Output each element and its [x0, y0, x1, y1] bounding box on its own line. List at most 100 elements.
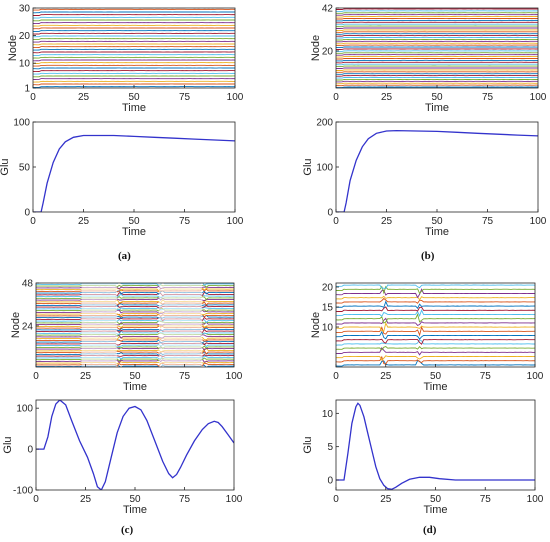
x-tick-label: 50 — [129, 371, 141, 382]
x-axis-label: Time — [123, 381, 147, 393]
node-trace — [33, 19, 235, 22]
node-trace — [336, 317, 535, 326]
node-trace — [336, 345, 535, 351]
glu-line — [36, 400, 234, 490]
node-trace — [33, 35, 235, 38]
y-tick-label: -100 — [13, 486, 33, 497]
node-trace — [33, 72, 235, 75]
node-trace — [336, 42, 538, 45]
b_glu-plot: 0 25 50 75 100 0 100 200 Time Glu — [302, 118, 547, 239]
node-trace — [336, 355, 535, 361]
x-axis-label: Time — [122, 102, 146, 114]
y-tick-label: 10 — [19, 59, 31, 70]
caption-a: (a) — [118, 250, 131, 262]
axes-frame — [335, 121, 539, 213]
node-trace — [336, 61, 538, 64]
axes-frame — [335, 399, 536, 491]
x-tick-label: 75 — [480, 371, 492, 382]
x-tick-label: 0 — [333, 371, 339, 382]
node-trace — [336, 82, 538, 85]
node-trace — [336, 17, 538, 20]
x-tick-label: 50 — [430, 371, 442, 382]
node-trace — [33, 30, 235, 32]
y-tick-label: 20 — [322, 46, 334, 57]
node-trace — [336, 23, 538, 26]
c_glu-series — [36, 400, 234, 490]
node-trace — [336, 80, 538, 83]
node-trace — [336, 56, 538, 58]
x-axis-label: Time — [425, 226, 449, 238]
node-trace — [336, 313, 535, 324]
node-trace — [336, 44, 538, 47]
x-tick-label: 100 — [527, 494, 544, 505]
y-axis-label: Node — [7, 35, 19, 61]
node-trace — [336, 295, 535, 301]
y-axis-label: Node — [10, 312, 22, 338]
x-tick-label: 75 — [179, 216, 191, 227]
node-trace — [336, 67, 538, 69]
a_node-plot: 0 25 50 75 100 1 10 20 30 Time Node — [7, 4, 244, 115]
x-tick-label: 25 — [78, 92, 90, 103]
node-trace — [33, 27, 235, 30]
b_node-series — [336, 8, 538, 88]
y-tick-label: 100 — [13, 118, 30, 129]
x-tick-label: 50 — [431, 216, 443, 227]
node-trace — [336, 19, 538, 22]
node-trace — [33, 38, 235, 40]
caption-d: (d) — [423, 524, 437, 536]
node-trace — [336, 71, 538, 73]
node-trace — [336, 69, 538, 71]
x-axis-label: Time — [423, 381, 447, 393]
node-trace — [33, 54, 235, 56]
node-trace — [33, 48, 235, 51]
transition-region — [158, 283, 203, 367]
node-trace — [336, 297, 535, 304]
node-trace — [336, 78, 538, 81]
x-tick-label: 100 — [527, 371, 544, 382]
node-trace — [36, 283, 234, 286]
y-tick-label: 5 — [327, 442, 333, 453]
node-trace — [336, 21, 538, 24]
x-tick-label: 0 — [30, 92, 36, 103]
y-tick-label: 10 — [322, 323, 334, 334]
x-tick-label: 25 — [380, 371, 392, 382]
node-trace — [336, 300, 535, 309]
x-tick-label: 25 — [381, 216, 393, 227]
x-tick-label: 50 — [128, 216, 140, 227]
node-trace — [336, 77, 538, 79]
y-axis-label: Node — [310, 35, 322, 61]
x-tick-label: 50 — [129, 494, 141, 505]
node-trace — [36, 285, 234, 290]
node-trace — [33, 22, 235, 24]
a_glu-series — [33, 134, 235, 212]
node-trace — [33, 59, 235, 62]
caption-b: (b) — [421, 250, 435, 262]
glu-line — [336, 129, 538, 212]
x-tick-label: 75 — [179, 494, 191, 505]
x-tick-label: 100 — [226, 371, 243, 382]
axes-frame — [32, 121, 236, 213]
y-axis-label: Glu — [302, 436, 314, 453]
node-trace — [336, 355, 535, 365]
node-trace — [336, 31, 538, 33]
node-trace — [336, 59, 538, 62]
node-trace — [336, 306, 535, 313]
node-trace — [33, 14, 235, 16]
node-trace — [336, 330, 535, 340]
glu-line — [336, 402, 535, 490]
node-trace — [36, 357, 234, 362]
x-tick-label: 50 — [430, 494, 442, 505]
y-axis-label: Glu — [2, 436, 14, 453]
b_node-plot: 0 25 50 75 100 20 42 Time Node — [310, 4, 547, 115]
node-trace — [33, 70, 235, 72]
y-tick-label: 15 — [322, 303, 334, 314]
node-trace — [33, 62, 235, 64]
axes-frame — [335, 282, 536, 368]
node-trace — [33, 24, 235, 27]
node-trace — [33, 83, 235, 86]
node-trace — [33, 51, 235, 54]
node-trace — [33, 67, 235, 70]
y-tick-label: 0 — [327, 208, 333, 219]
y-tick-label: 1 — [24, 84, 30, 95]
